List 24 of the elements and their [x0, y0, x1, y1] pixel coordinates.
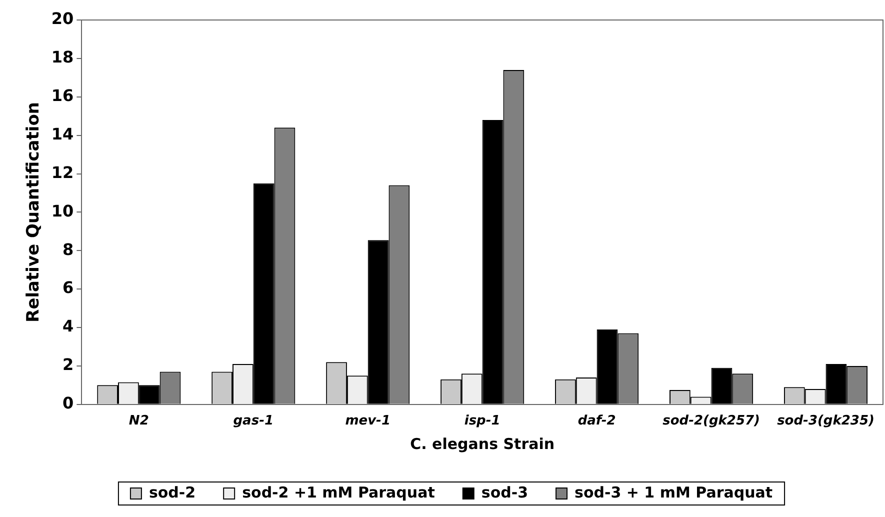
y-tick-label: 10: [51, 201, 74, 220]
x-tick-label: sod-2(gk257): [662, 414, 760, 429]
y-tick-label: 0: [62, 394, 74, 413]
x-tick-label: isp-1: [464, 414, 500, 429]
legend-label: sod-3: [481, 483, 528, 502]
y-tick-label: 18: [51, 48, 74, 67]
y-tick-label: 6: [62, 278, 74, 298]
y-tick-label: 8: [62, 240, 74, 259]
x-tick-label: daf-2: [578, 414, 616, 429]
y-tick-label: 16: [51, 86, 74, 106]
legend-label: sod-2 +1 mM Paraquat: [242, 483, 435, 502]
x-tick-label: N2: [128, 414, 149, 429]
y-tick-label: 20: [51, 9, 74, 28]
x-axis-title: C. elegans Strain: [410, 434, 555, 453]
x-tick-label: gas-1: [233, 414, 274, 429]
legend-label: sod-2: [148, 483, 196, 502]
x-tick-label: sod-3(gk235): [777, 414, 874, 429]
y-axis-title: Relative Quantification: [24, 102, 44, 322]
y-tick-label: 4: [62, 316, 74, 336]
y-tick-label: 12: [51, 162, 74, 182]
legend-label: sod-3 + 1 mM Paraquat: [574, 483, 773, 502]
x-tick-label: mev-1: [345, 414, 390, 429]
y-tick-label: 14: [51, 124, 74, 144]
y-tick-label: 2: [62, 355, 74, 374]
